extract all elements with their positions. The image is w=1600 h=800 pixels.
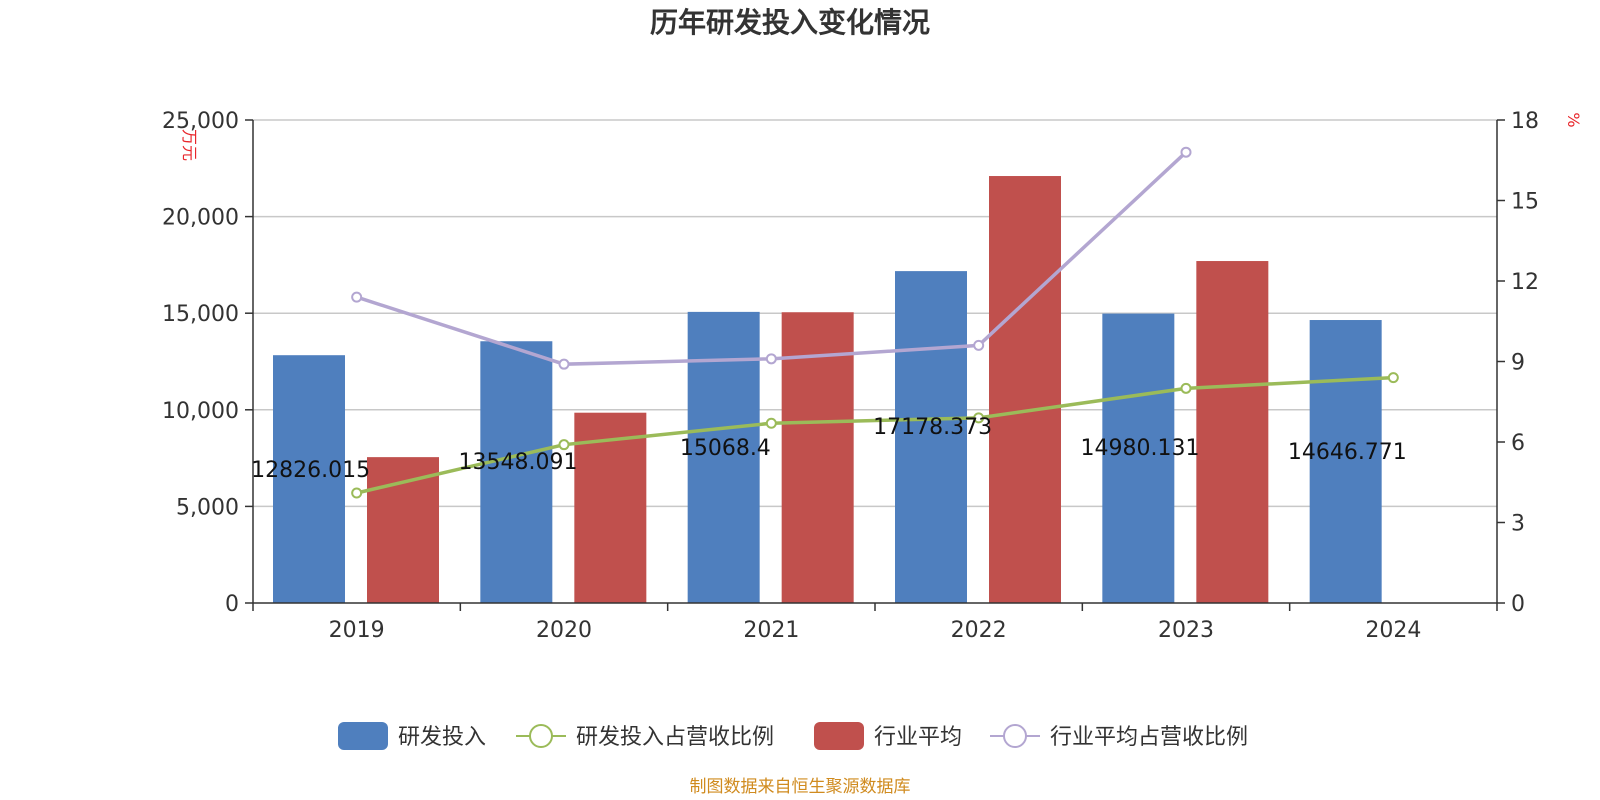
- left-axis-tick-label: 25,000: [162, 109, 239, 134]
- bar-研发投入-2023: [1102, 313, 1175, 603]
- left-axis-tick-label: 15,000: [162, 302, 239, 327]
- legend-label: 行业平均: [874, 725, 962, 750]
- series-point-3: [973, 339, 985, 351]
- right-axis-tick-label: 15: [1511, 190, 1539, 215]
- bars: [273, 176, 1382, 603]
- series-point-1: [973, 412, 985, 424]
- data-labels: 12826.015 13548.091 15068.4 17178.373 14980.…: [251, 415, 1407, 483]
- right-axis-unit: %: [1564, 112, 1583, 127]
- series-line-3: [356, 150, 1188, 366]
- series-point-1: [351, 487, 363, 499]
- right-axis-tick-label: 3: [1511, 512, 1525, 537]
- legend-swatch-0: [338, 722, 388, 750]
- legend-swatch-2: [814, 722, 864, 750]
- left-axis-tick-label: 20,000: [162, 206, 239, 231]
- x-axis-tick-label: 2021: [743, 618, 799, 643]
- bar-行业平均-2022: [989, 176, 1061, 603]
- bar-行业平均-2021: [781, 312, 854, 603]
- data-label: 12826.015: [251, 458, 370, 483]
- x-axis-tick-label: 2024: [1365, 618, 1421, 643]
- series-point-3: [1180, 146, 1192, 158]
- bar-行业平均-2019: [367, 457, 439, 603]
- data-label: 13548.091: [459, 450, 578, 475]
- bar-行业平均-2020: [574, 412, 647, 603]
- legend-label: 研发投入: [398, 725, 486, 750]
- bar-研发投入-2019: [273, 355, 345, 603]
- left-axis-unit: 万元: [180, 129, 199, 161]
- data-label: 14646.771: [1288, 440, 1407, 465]
- x-axis-tick-label: 2023: [1158, 618, 1214, 643]
- series-point-1: [558, 439, 570, 451]
- chart-title: 历年研发投入变化情况: [650, 6, 930, 39]
- left-axis-tick-label: 0: [225, 592, 239, 617]
- legend-label: 研发投入占营收比例: [576, 725, 774, 750]
- lines: [351, 146, 1399, 499]
- data-label: 14980.131: [1081, 436, 1200, 461]
- series-point-3: [558, 358, 570, 370]
- x-axis-tick-label: 2020: [536, 618, 592, 643]
- left-axis-tick-label: 5,000: [176, 495, 239, 520]
- gridlines: [253, 119, 1497, 508]
- right-axis-tick-label: 0: [1511, 592, 1525, 617]
- axes: 0 5,000 10,000 15,000 20,000 25,000 0 3 6 9 12 15 18…: [162, 109, 1539, 643]
- legend: 研发投入 研发投入占营收比例 行业平均 行业平均占营收比例: [338, 722, 1248, 750]
- series-point-3: [765, 353, 777, 365]
- x-axis-tick-label: 2022: [951, 618, 1007, 643]
- series-line-1: [356, 375, 1394, 495]
- series-point-1: [1387, 372, 1399, 384]
- right-axis-tick-label: 12: [1511, 270, 1539, 295]
- x-axis-tick-label: 2019: [329, 618, 385, 643]
- right-axis-tick-label: 9: [1511, 351, 1525, 376]
- data-label: 17178.373: [873, 415, 992, 440]
- legend-label: 行业平均占营收比例: [1050, 725, 1248, 750]
- right-axis-tick-label: 6: [1511, 431, 1525, 456]
- series-point-1: [1180, 382, 1192, 394]
- right-axis-tick-label: 18: [1511, 109, 1539, 134]
- source-note: 制图数据来自恒生聚源数据库: [690, 777, 911, 797]
- series-point-1: [765, 417, 777, 429]
- data-label: 15068.4: [680, 436, 771, 461]
- bar-行业平均-2023: [1196, 261, 1269, 603]
- bar-研发投入-2022: [895, 271, 967, 603]
- bar-研发投入-2024: [1309, 320, 1382, 603]
- bar-研发投入-2020: [480, 341, 553, 603]
- left-axis-tick-label: 10,000: [162, 399, 239, 424]
- legend-marker-1: [529, 724, 553, 748]
- series-point-3: [351, 291, 363, 303]
- legend-marker-3: [1003, 724, 1027, 748]
